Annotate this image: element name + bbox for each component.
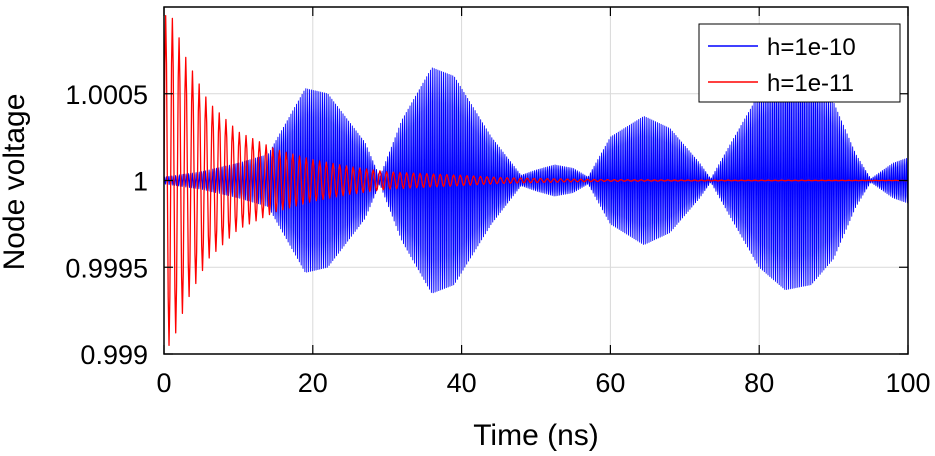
legend-label-series-2: h=1e-11 — [767, 70, 854, 97]
x-tick-label: 60 — [595, 368, 625, 398]
legend-box — [698, 23, 901, 103]
y-tick-label: 1 — [133, 167, 148, 197]
x-tick-label: 80 — [744, 368, 774, 398]
x-tick-label: 40 — [447, 368, 477, 398]
series-line-2 — [164, 15, 908, 346]
x-tick-label: 0 — [156, 368, 171, 398]
y-tick-labels: 0.999 0.9995 1 1.0005 — [65, 80, 148, 370]
x-tick-labels: 0 20 40 60 80 100 — [156, 368, 930, 398]
y-axis-title: Node voltage — [0, 94, 31, 271]
legend-label-series-1: h=1e-10 — [767, 34, 856, 61]
y-tick-label: 0.999 — [80, 340, 148, 370]
y-tick-label: 1.0005 — [65, 80, 148, 110]
y-tick-label: 0.9995 — [65, 253, 148, 283]
x-axis-title: Time (ns) — [473, 419, 599, 452]
x-tick-label: 20 — [298, 368, 328, 398]
ticks — [163, 7, 909, 355]
x-tick-label: 100 — [885, 368, 930, 398]
legend: h=1e-10 h=1e-11 — [698, 23, 901, 103]
